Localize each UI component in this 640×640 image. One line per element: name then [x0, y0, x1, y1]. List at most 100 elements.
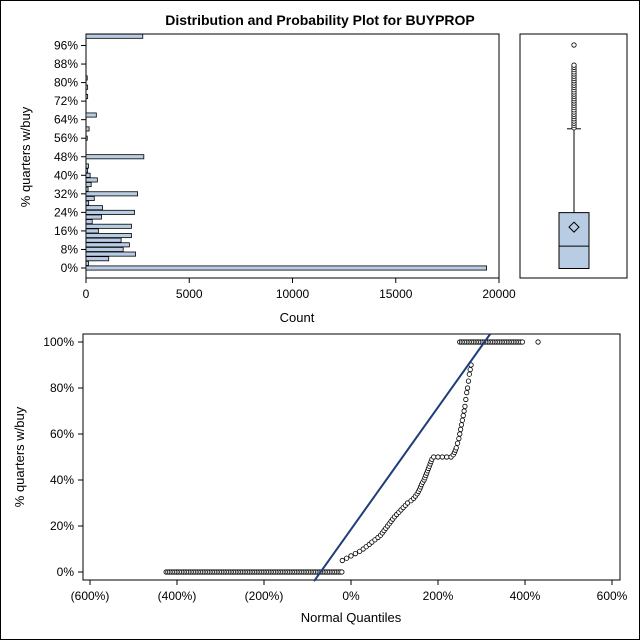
- probability-point: [453, 445, 459, 451]
- histogram-bar: [85, 112, 97, 118]
- probability-point: [467, 366, 473, 373]
- histogram-bar: [85, 75, 88, 81]
- histogram-ytick-label: 0%: [61, 261, 79, 275]
- probability-point: [458, 426, 464, 432]
- histogram-panel: 0% 8% 16% 24% 32% 40% 48% 56% 64% 72% 80% 88% 96% 0 5…: [18, 33, 516, 325]
- histogram-ytick-label: 32%: [54, 187, 78, 201]
- probability-point: [458, 422, 465, 428]
- histogram-bars: [85, 33, 488, 271]
- probability-xlabel: Normal Quantiles: [301, 610, 402, 625]
- probability-point: [459, 417, 465, 423]
- probability-point: [462, 403, 468, 409]
- histogram-ytick-label: 96%: [54, 39, 78, 53]
- histogram-xtick-label: 10000: [276, 287, 310, 301]
- histogram-bar: [85, 223, 132, 229]
- probability-xtick-label: 0%: [342, 589, 360, 603]
- probability-y-axis: 0% 20% 40% 60% 80% 100%: [43, 335, 83, 579]
- histogram-ytick-label: 48%: [54, 150, 78, 164]
- histogram-bar: [85, 256, 110, 262]
- histogram-bar: [85, 126, 90, 132]
- probability-point: [404, 500, 411, 506]
- probability-point: [464, 389, 470, 396]
- histogram-bar: [85, 200, 90, 206]
- histogram-bar: [85, 246, 124, 252]
- box-mean-marker: [568, 221, 580, 233]
- probability-point: [344, 555, 350, 561]
- probability-xtick-label: 400%: [510, 589, 541, 603]
- boxplot-marks: [558, 42, 590, 269]
- probability-point: [439, 454, 445, 460]
- probability-ytick-label: 0%: [57, 565, 75, 579]
- histogram-x-axis: 0 5000 10000 15000 20000: [83, 278, 516, 301]
- probability-point: [352, 550, 358, 557]
- histogram-bar: [85, 182, 92, 188]
- histogram-ytick-label: 8%: [61, 242, 79, 256]
- box-outlier: [571, 42, 577, 48]
- probability-ytick-label: 40%: [50, 473, 74, 487]
- probability-plot-panel: 0% 20% 40% 60% 80% 100% (600%) (400%) (200%) 0% 2…: [12, 333, 628, 625]
- probability-xtick-label: (400%): [158, 589, 197, 603]
- box-iqr: [558, 212, 590, 269]
- probability-ytick-label: 20%: [50, 519, 74, 533]
- probability-ylabel: % quarters w/buy: [12, 406, 27, 507]
- probability-point: [339, 569, 345, 575]
- histogram-ytick-label: 72%: [54, 94, 78, 108]
- histogram-ylabel: % quarters w/buy: [18, 106, 33, 207]
- probability-ytick-label: 60%: [50, 427, 74, 441]
- histogram-ytick-label: 24%: [54, 205, 78, 219]
- histogram-bar: [85, 154, 145, 160]
- probability-plot-area: [82, 333, 621, 581]
- probability-point: [339, 557, 345, 564]
- histogram-bar: [85, 233, 132, 239]
- probability-point: [457, 431, 463, 437]
- histogram-bar: [85, 94, 89, 99]
- probability-point: [435, 454, 441, 460]
- histogram-bar: [85, 265, 488, 271]
- probability-point: [456, 435, 462, 442]
- histogram-ytick-label: 80%: [54, 76, 78, 90]
- histogram-xlabel: Count: [280, 310, 315, 325]
- probability-xtick-label: 600%: [597, 589, 628, 603]
- probability-xtick-label: 200%: [423, 589, 454, 603]
- probability-point: [431, 454, 437, 460]
- histogram-bar: [85, 135, 88, 141]
- chart-title: Distribution and Probability Plot for BU…: [165, 12, 475, 28]
- histogram-bar: [85, 209, 135, 215]
- histogram-xtick-label: 20000: [482, 287, 516, 301]
- histogram-bar: [85, 172, 91, 178]
- probability-xtick-label: (600%): [71, 589, 110, 603]
- histogram-ytick-label: 40%: [54, 168, 78, 182]
- histogram-xtick-label: 15000: [379, 287, 413, 301]
- probability-points: [163, 339, 541, 575]
- histogram-ytick-label: 16%: [54, 224, 78, 238]
- histogram-y-axis: 0% 8% 16% 24% 32% 40% 48% 56% 64% 72% 80% 88% 96%: [54, 39, 86, 275]
- probability-point: [454, 440, 461, 446]
- histogram-plot-area: [85, 33, 500, 279]
- histogram-ytick-label: 64%: [54, 113, 78, 127]
- histogram-bar: [85, 168, 89, 174]
- probability-point: [461, 408, 467, 414]
- histogram-bar: [85, 195, 95, 201]
- histogram-bar: [85, 33, 144, 39]
- probability-point: [519, 339, 525, 345]
- probability-ytick-label: 80%: [50, 381, 74, 395]
- histogram-ytick-label: 56%: [54, 131, 78, 145]
- histogram-bar: [85, 219, 93, 225]
- probability-point: [465, 378, 472, 384]
- histogram-bar: [85, 191, 139, 197]
- histogram-bar: [85, 84, 89, 90]
- histogram-bar: [85, 237, 122, 243]
- probability-x-axis: (600%) (400%) (200%) 0% 200% 400% 600%: [71, 580, 628, 603]
- probability-xtick-label: (200%): [245, 589, 284, 603]
- histogram-ytick-label: 88%: [54, 57, 78, 71]
- histogram-xtick-label: 0: [83, 287, 90, 301]
- histogram-bar: [85, 251, 136, 257]
- probability-point: [357, 548, 363, 554]
- probability-ytick-label: 100%: [43, 335, 74, 349]
- histogram-bar: [85, 186, 89, 192]
- histogram-bar: [85, 214, 102, 220]
- probability-point: [535, 339, 541, 345]
- probability-point: [466, 371, 472, 377]
- boxplot-panel: [519, 33, 628, 279]
